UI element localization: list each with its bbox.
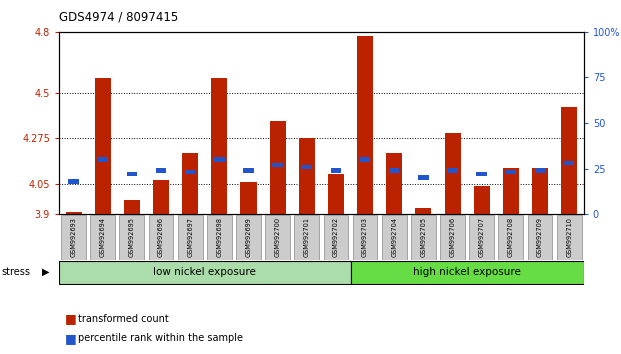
- Text: percentile rank within the sample: percentile rank within the sample: [78, 333, 243, 343]
- Text: ▶: ▶: [42, 267, 50, 277]
- Bar: [153, 180, 169, 214]
- Bar: [95, 79, 111, 214]
- Bar: [564, 161, 574, 165]
- Bar: [127, 172, 137, 176]
- Bar: [528, 215, 553, 260]
- Bar: [476, 172, 487, 176]
- Bar: [243, 168, 254, 173]
- Bar: [331, 168, 341, 173]
- Bar: [386, 153, 402, 214]
- Bar: [299, 138, 315, 214]
- Bar: [207, 215, 232, 260]
- Text: GSM992705: GSM992705: [420, 217, 427, 257]
- Bar: [182, 153, 198, 214]
- Bar: [440, 215, 465, 260]
- Text: stress: stress: [1, 267, 30, 277]
- Bar: [90, 215, 115, 260]
- Text: GSM992708: GSM992708: [508, 217, 514, 257]
- Bar: [214, 157, 225, 162]
- Bar: [68, 179, 79, 184]
- Text: GSM992704: GSM992704: [391, 217, 397, 257]
- Bar: [294, 215, 319, 260]
- Bar: [156, 168, 166, 173]
- Text: GSM992706: GSM992706: [450, 217, 456, 257]
- Bar: [59, 261, 350, 284]
- Bar: [389, 168, 399, 173]
- Text: GSM992700: GSM992700: [274, 217, 281, 257]
- Bar: [265, 215, 290, 260]
- Bar: [445, 133, 461, 214]
- Text: GSM992709: GSM992709: [537, 217, 543, 257]
- Bar: [97, 157, 108, 162]
- Bar: [66, 212, 81, 214]
- Bar: [505, 170, 516, 175]
- Text: GDS4974 / 8097415: GDS4974 / 8097415: [59, 11, 178, 24]
- Text: GSM992699: GSM992699: [245, 217, 252, 257]
- Bar: [499, 215, 524, 260]
- Bar: [415, 208, 432, 214]
- Bar: [328, 174, 344, 214]
- Text: GSM992707: GSM992707: [479, 217, 485, 257]
- Bar: [360, 157, 370, 162]
- Bar: [561, 107, 577, 214]
- Bar: [382, 215, 407, 260]
- Bar: [324, 215, 348, 260]
- Bar: [211, 79, 227, 214]
- Bar: [474, 186, 490, 214]
- Text: GSM992697: GSM992697: [187, 217, 193, 257]
- Text: GSM992701: GSM992701: [304, 217, 310, 257]
- Text: ■: ■: [65, 312, 77, 325]
- Bar: [418, 176, 428, 180]
- Bar: [185, 170, 196, 175]
- Bar: [119, 215, 144, 260]
- Bar: [532, 167, 548, 214]
- Bar: [447, 168, 458, 173]
- Text: GSM992703: GSM992703: [362, 217, 368, 257]
- Bar: [535, 168, 545, 173]
- Text: low nickel exposure: low nickel exposure: [153, 267, 256, 277]
- Bar: [178, 215, 202, 260]
- Bar: [124, 200, 140, 214]
- Bar: [61, 215, 86, 260]
- Text: GSM992698: GSM992698: [216, 217, 222, 257]
- Bar: [273, 163, 283, 167]
- Bar: [350, 261, 584, 284]
- Text: GSM992702: GSM992702: [333, 217, 339, 257]
- Text: high nickel exposure: high nickel exposure: [413, 267, 521, 277]
- Bar: [236, 215, 261, 260]
- Bar: [240, 182, 256, 214]
- Text: GSM992695: GSM992695: [129, 217, 135, 257]
- Bar: [557, 215, 581, 260]
- Text: GSM992694: GSM992694: [100, 217, 106, 257]
- Bar: [302, 165, 312, 169]
- Text: GSM992693: GSM992693: [71, 217, 76, 257]
- Text: GSM992710: GSM992710: [566, 217, 572, 257]
- Bar: [357, 36, 373, 214]
- Bar: [469, 215, 494, 260]
- Text: ■: ■: [65, 332, 77, 344]
- Bar: [270, 121, 286, 214]
- Bar: [503, 167, 519, 214]
- Bar: [353, 215, 378, 260]
- Bar: [411, 215, 436, 260]
- Text: transformed count: transformed count: [78, 314, 168, 324]
- Bar: [148, 215, 173, 260]
- Text: GSM992696: GSM992696: [158, 217, 164, 257]
